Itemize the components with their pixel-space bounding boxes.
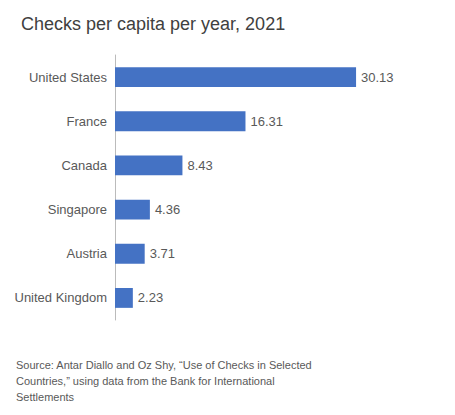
svg-text:Canada: Canada	[61, 158, 107, 173]
svg-text:2.23: 2.23	[138, 290, 163, 305]
svg-text:Austria: Austria	[67, 246, 108, 261]
svg-text:3.71: 3.71	[150, 246, 175, 261]
svg-text:Source: Antar Diallo and Oz Sh: Source: Antar Diallo and Oz Shy, “Use of…	[16, 359, 312, 371]
svg-text:Countries,” using data from th: Countries,” using data from the Bank for…	[16, 375, 275, 387]
svg-text:Settlements: Settlements	[16, 391, 75, 403]
svg-text:Checks per capita per year, 20: Checks per capita per year, 2021	[21, 14, 285, 34]
svg-text:30.13: 30.13	[361, 70, 394, 85]
svg-text:8.43: 8.43	[187, 158, 212, 173]
svg-text:France: France	[67, 114, 107, 129]
svg-text:Singapore: Singapore	[48, 202, 107, 217]
svg-text:16.31: 16.31	[250, 114, 283, 129]
svg-text:4.36: 4.36	[155, 202, 180, 217]
svg-text:United Kingdom: United Kingdom	[15, 290, 108, 305]
svg-text:United States: United States	[29, 70, 108, 85]
